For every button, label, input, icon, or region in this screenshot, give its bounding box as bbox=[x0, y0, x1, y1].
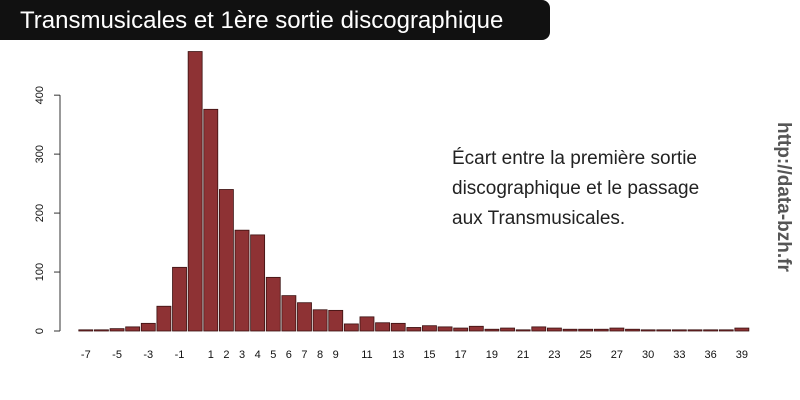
bar bbox=[484, 328, 500, 332]
title-box bbox=[0, 0, 550, 40]
x-tick-label: 23 bbox=[548, 349, 560, 361]
annotation-line: aux Transmusicales. bbox=[452, 208, 625, 229]
x-tick-label: -5 bbox=[112, 349, 122, 361]
y-tick-label: 300 bbox=[34, 145, 46, 163]
bar bbox=[109, 328, 125, 332]
bar bbox=[531, 326, 547, 332]
x-tick-label: 6 bbox=[286, 349, 292, 361]
x-tick-label: 21 bbox=[517, 349, 529, 361]
x-tick-label: 11 bbox=[361, 349, 372, 361]
bar bbox=[94, 329, 109, 332]
bar bbox=[656, 329, 672, 332]
bar bbox=[250, 234, 266, 332]
bar bbox=[500, 327, 515, 332]
bar bbox=[218, 189, 234, 332]
x-tick-label: 2 bbox=[223, 349, 229, 361]
x-tick-label: 33 bbox=[673, 349, 685, 361]
bar bbox=[78, 329, 94, 332]
x-tick-label: 30 bbox=[642, 349, 654, 361]
bar bbox=[468, 325, 484, 332]
bar bbox=[156, 305, 172, 332]
bar bbox=[687, 329, 703, 332]
y-tick-label: 100 bbox=[34, 263, 46, 281]
x-tick-label: 39 bbox=[736, 349, 748, 361]
bar bbox=[343, 323, 359, 332]
bar bbox=[515, 329, 531, 332]
bar bbox=[734, 327, 750, 332]
x-tick-label: 9 bbox=[333, 349, 339, 361]
title-box-edge bbox=[0, 0, 20, 40]
bar bbox=[203, 108, 219, 332]
y-tick-label: 0 bbox=[34, 328, 46, 334]
bar bbox=[671, 329, 687, 332]
annotation-line: discographique et le passage bbox=[452, 178, 699, 199]
bar bbox=[640, 329, 656, 332]
bar bbox=[625, 328, 640, 332]
bar bbox=[453, 327, 469, 332]
bar bbox=[234, 229, 250, 332]
annotation: Écart entre la première sortie discograph… bbox=[452, 148, 699, 229]
bar bbox=[281, 295, 297, 332]
bar bbox=[547, 327, 562, 332]
x-tick-label: 15 bbox=[423, 349, 435, 361]
x-tick-label: 7 bbox=[301, 349, 307, 361]
x-tick-label: 36 bbox=[704, 349, 716, 361]
bar bbox=[562, 328, 578, 332]
x-tick-label: 19 bbox=[486, 349, 498, 361]
bar bbox=[172, 266, 187, 332]
x-tick-label: 3 bbox=[239, 349, 245, 361]
x-tick-label: 13 bbox=[392, 349, 404, 361]
chart-title: Transmusicales et 1ère sortie discograph… bbox=[20, 7, 503, 34]
bar bbox=[375, 322, 390, 332]
annotation-line: Écart entre la première sortie bbox=[452, 148, 697, 169]
x-tick-label: 4 bbox=[255, 349, 261, 361]
x-tick-label: 27 bbox=[611, 349, 623, 361]
bar bbox=[390, 322, 406, 332]
bar bbox=[718, 329, 734, 332]
bar bbox=[359, 316, 375, 332]
x-tick-label: 5 bbox=[270, 349, 276, 361]
x-tick-label: 17 bbox=[455, 349, 467, 361]
bar bbox=[593, 328, 609, 332]
x-tick-label: -3 bbox=[143, 349, 153, 361]
bar bbox=[578, 328, 594, 332]
y-tick-label: 200 bbox=[34, 204, 46, 222]
source: http://data-bzh.fr bbox=[773, 122, 794, 272]
bar bbox=[328, 309, 344, 332]
bar bbox=[406, 327, 422, 332]
bar bbox=[265, 276, 281, 332]
bar bbox=[609, 327, 625, 332]
bar bbox=[422, 325, 437, 332]
x-tick-label: -1 bbox=[175, 349, 185, 361]
bar bbox=[140, 322, 156, 332]
bar bbox=[437, 326, 453, 332]
x-tick-label: -7 bbox=[81, 349, 91, 361]
bar bbox=[297, 302, 312, 332]
x-tick-label: 1 bbox=[208, 349, 214, 361]
x-tick-label: 25 bbox=[580, 349, 592, 361]
bar bbox=[312, 309, 328, 332]
bar bbox=[187, 51, 203, 332]
bar bbox=[703, 329, 719, 332]
y-tick-label: 400 bbox=[34, 86, 46, 104]
x-tick-label: 8 bbox=[317, 349, 323, 361]
bar bbox=[125, 326, 141, 332]
